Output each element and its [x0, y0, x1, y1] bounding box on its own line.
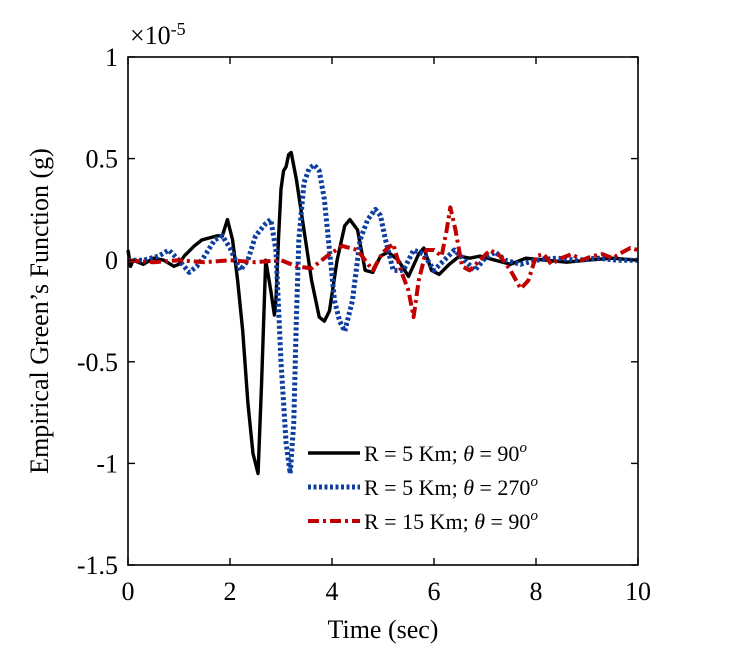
- y-tick-label: -0.5: [77, 348, 118, 377]
- y-scale-base: ×10: [130, 21, 171, 50]
- series-line-2: [128, 162, 638, 477]
- series-line-1: [126, 150, 639, 476]
- plot-frame: [127, 56, 639, 566]
- y-tick-label: -1: [96, 449, 118, 478]
- series-layer: [126, 150, 639, 477]
- y-tick-label: 0: [105, 246, 118, 275]
- x-tick-label: 4: [326, 577, 339, 606]
- legend-item-1: R = 5 Km; θ = 90o: [308, 440, 527, 466]
- x-tick-label: 0: [122, 577, 135, 606]
- legend-label: R = 15 Km; θ = 90o: [364, 508, 538, 534]
- y-tick-labels: -1.5 -1 -0.5 0 0.5 1: [77, 43, 118, 580]
- x-tick-label: 2: [224, 577, 237, 606]
- series-line-3: [127, 205, 639, 320]
- x-axis-title: Time (sec): [328, 615, 439, 644]
- y-scale-exponent: -5: [171, 19, 186, 39]
- legend-label: R = 5 Km; θ = 90o: [364, 440, 527, 466]
- y-tick-label: 1: [105, 43, 118, 72]
- y-axis-title: Empirical Green’s Function (g): [25, 148, 54, 474]
- plot-area: [128, 57, 638, 565]
- x-tick-labels: 0 2 4 6 8 10: [122, 577, 652, 606]
- legend-label: R = 5 Km; θ = 270o: [364, 474, 538, 500]
- legend-item-3: R = 15 Km; θ = 90o: [308, 508, 538, 534]
- x-tick-label: 10: [625, 577, 651, 606]
- y-scale-label: ×10-5: [130, 19, 186, 50]
- y-tick-label: 0.5: [86, 145, 119, 174]
- y-tick-label: -1.5: [77, 551, 118, 580]
- ticks-layer: [127, 56, 639, 566]
- legend: R = 5 Km; θ = 90o R = 5 Km; θ = 270o R = 1…: [308, 440, 538, 534]
- x-tick-label: 8: [530, 577, 543, 606]
- x-tick-label: 6: [428, 577, 441, 606]
- legend-item-2: R = 5 Km; θ = 270o: [308, 474, 538, 500]
